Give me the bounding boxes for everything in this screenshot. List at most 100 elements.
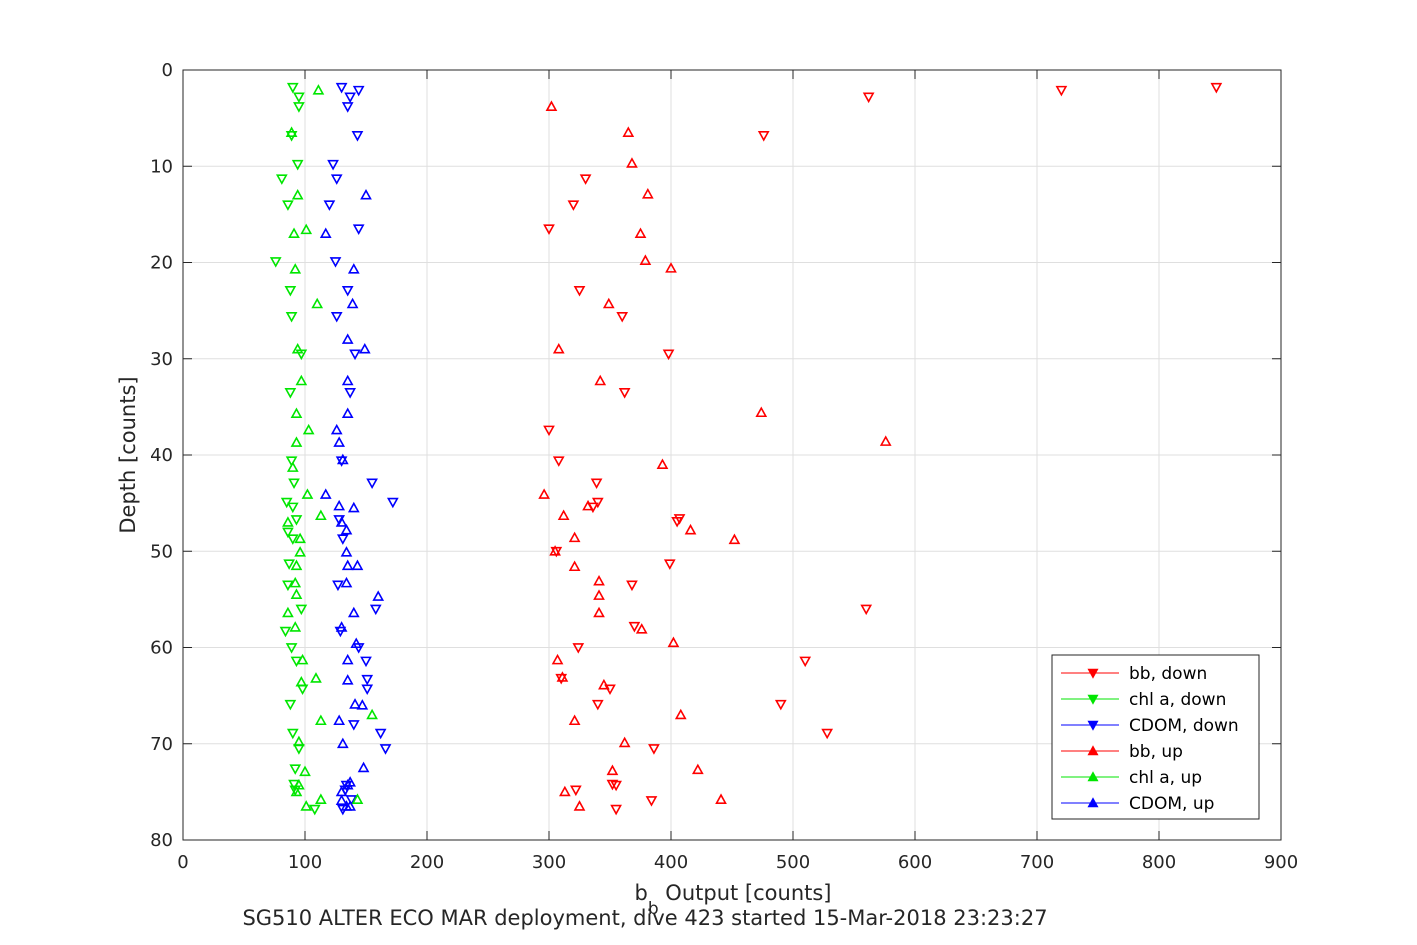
data-point: [879, 435, 892, 446]
data-point: [568, 531, 581, 543]
data-point: [341, 407, 354, 419]
data-point: [282, 580, 294, 592]
data-point: [333, 499, 346, 511]
data-point: [360, 188, 372, 200]
legend-marker: [1087, 771, 1099, 782]
x-tick-label: 700: [1020, 852, 1054, 873]
data-point: [667, 636, 680, 648]
legend-box: [1051, 654, 1260, 820]
data-point: [293, 778, 305, 790]
data-point: [329, 257, 342, 268]
series-chl-a-up: [282, 84, 378, 811]
data-point: [294, 546, 306, 557]
data-point: [360, 656, 372, 668]
data-point: [648, 744, 660, 755]
legend-marker: [1087, 668, 1099, 679]
data-point: [282, 527, 294, 539]
data-point: [288, 227, 300, 239]
data-point: [340, 546, 353, 557]
data-point: [557, 509, 570, 521]
legend: bb, down chl a, down CDOM, down bb, up chl a…: [1051, 654, 1260, 820]
data-point: [346, 297, 359, 309]
data-point: [341, 559, 354, 571]
data-point: [282, 200, 294, 211]
data-point: [341, 653, 354, 665]
data-point: [285, 312, 298, 323]
series-cdom-up: [319, 188, 385, 811]
data-point: [634, 227, 647, 239]
series-bb-up: [538, 100, 892, 811]
legend-label: CDOM, up: [1129, 794, 1214, 814]
data-point: [635, 623, 648, 634]
data-point: [349, 349, 361, 361]
data-point: [315, 714, 327, 726]
data-point: [300, 800, 313, 811]
x-tick-label: 500: [776, 852, 810, 873]
x-tick-label: 0: [177, 852, 188, 873]
axis-ticks: 0 100 200 300 400 500 600 700 800 900 0 10 20 30 40 50 6…: [150, 60, 1298, 873]
data-point: [628, 621, 641, 633]
data-point: [289, 764, 302, 775]
data-point: [568, 714, 581, 726]
data-point: [799, 656, 812, 668]
y-tick-label: 60: [150, 638, 173, 659]
data-point: [351, 559, 364, 571]
data-point: [333, 436, 346, 447]
data-point: [293, 735, 305, 747]
data-point: [315, 509, 327, 521]
data-point: [344, 800, 356, 811]
data-point: [543, 425, 555, 437]
data-point: [315, 793, 327, 804]
data-point: [351, 131, 364, 142]
data-point: [598, 678, 610, 690]
data-point: [335, 82, 348, 94]
data-point: [289, 621, 302, 632]
data-point: [341, 374, 354, 386]
data-point: [282, 516, 294, 527]
data-point: [285, 456, 298, 467]
data-point: [568, 560, 581, 572]
data-point: [606, 779, 619, 791]
data-point: [593, 574, 605, 586]
data-point: [293, 102, 305, 113]
y-tick-label: 70: [150, 734, 173, 755]
data-point: [684, 523, 697, 535]
data-point: [300, 223, 313, 235]
data-point: [757, 131, 770, 142]
data-point: [594, 374, 607, 386]
data-point: [291, 342, 304, 354]
data-point: [286, 461, 299, 472]
data-point: [327, 159, 339, 171]
data-point: [663, 559, 676, 570]
legend-label: bb, down: [1129, 664, 1207, 684]
legend-marker: [1087, 694, 1099, 705]
data-point: [821, 728, 834, 740]
data-point: [296, 653, 309, 665]
data-point: [551, 653, 564, 665]
data-point: [671, 517, 683, 528]
legend-label: chl a, down: [1129, 690, 1226, 710]
data-point: [545, 100, 558, 111]
data-point: [593, 606, 605, 618]
data-point: [286, 728, 299, 740]
data-point: [618, 388, 631, 399]
data-point: [284, 286, 297, 297]
data-point: [352, 85, 365, 97]
data-point: [626, 157, 638, 168]
data-point: [622, 126, 635, 137]
data-point: [340, 523, 353, 535]
data-point: [289, 576, 302, 588]
data-point: [590, 478, 603, 490]
data-point: [335, 621, 348, 632]
data-point: [347, 606, 360, 618]
data-point: [372, 590, 385, 601]
data-point: [319, 227, 332, 239]
data-point: [350, 637, 363, 649]
data-point: [290, 436, 303, 447]
legend-marker: [1087, 720, 1099, 731]
data-point: [340, 576, 353, 588]
data-point: [569, 785, 582, 797]
data-point: [626, 580, 638, 592]
data-point: [323, 200, 336, 211]
data-point: [357, 761, 370, 773]
